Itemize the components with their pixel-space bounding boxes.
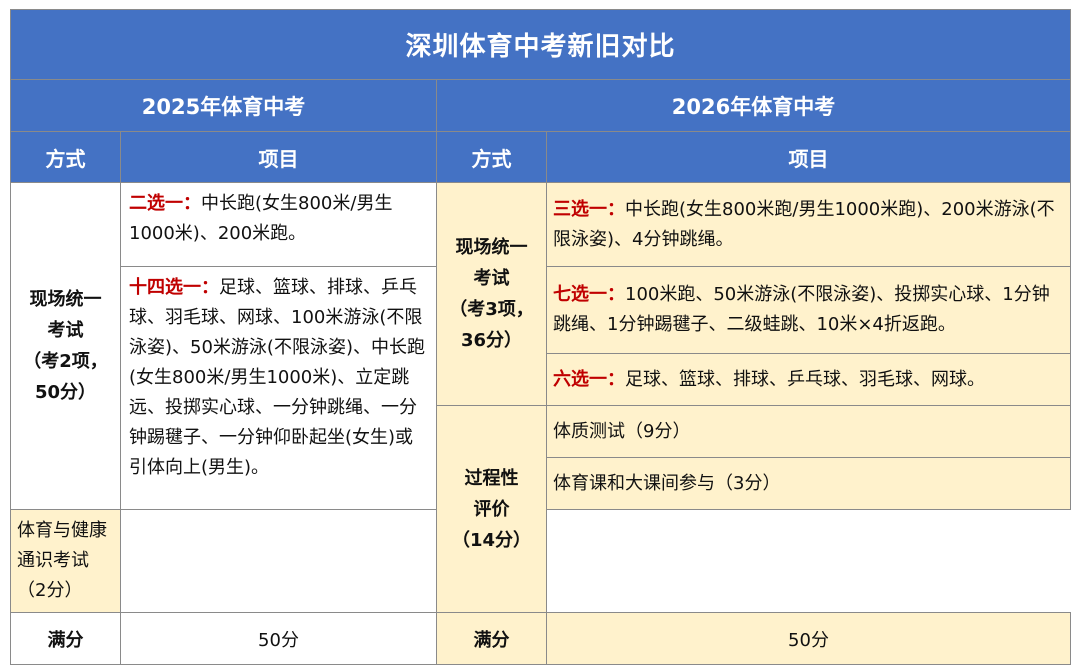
method-process-line: 过程性 [464,467,519,489]
method-process-line: 评价 [473,498,510,520]
method-2025-line: 考试 [47,320,84,341]
col-method-2026: 方式 [436,131,547,183]
group-2026-choose-7: 七选一：100米跑、50米游泳(不限泳姿)、投掷实心球、1分钟跳绳、1分钟踢毽子… [545,266,1072,354]
process-item: 体质测试（9分） [545,405,1072,458]
method-2026-onsite: 现场统一 考试 （考3项， 36分） [436,182,547,406]
full-score-value-2025: 50分 [120,612,437,665]
group-label: 六选一： [553,368,625,390]
group-text: 100米跑、50米游泳(不限泳姿)、投掷实心球、1分钟跳绳、1分钟踢毽子、二级蛙… [553,284,1050,335]
header-2026: 2026年体育中考 [435,79,1072,132]
group-2026-choose-6: 六选一：足球、篮球、排球、乒乓球、羽毛球、网球。 [545,353,1072,406]
group-text: 足球、篮球、排球、乒乓球、羽毛球、网球、100米游泳(不限泳姿)、50米游泳(不… [129,277,425,478]
method-2026-line: （考3项， [449,299,534,320]
header-2025: 2025年体育中考 [10,79,437,132]
group-label: 十四选一： [129,277,219,298]
process-item: 体育课和大课间参与（3分） [545,457,1072,510]
group-label: 三选一： [553,198,625,220]
method-2026-line: 考试 [473,268,510,289]
method-2025-line: 50分） [34,382,97,403]
table-title: 深圳体育中考新旧对比 [9,9,1072,80]
comparison-table-wrapper: 深圳体育中考新旧对比 2025年体育中考 2026年体育中考 方式 项目 方式 … [9,9,1072,665]
process-item: 体育与健康通识考试（2分） [10,509,121,613]
group-text: 中长跑(女生800米/男生1000米)、200米跑。 [129,193,393,244]
method-2026-process: 过程性 评价 （14分） [436,405,547,613]
group-2026-choose-3: 三选一：中长跑(女生800米跑/男生1000米跑)、200米游泳(不限泳姿)、4… [545,182,1072,267]
full-score-value-2026: 50分 [545,612,1072,665]
group-label: 七选一： [553,284,625,305]
method-2026-line: 36分） [460,330,523,351]
group-text: 中长跑(女生800米跑/男生1000米跑)、200米游泳(不限泳姿)、4分钟跳绳… [553,198,1055,250]
group-2025-choose-2: 二选一：中长跑(女生800米/男生1000米)、200米跑。 [120,182,437,267]
method-2025-onsite: 现场统一 考试 （考2项， 50分） [10,182,121,510]
comparison-table: 深圳体育中考新旧对比 2025年体育中考 2026年体育中考 方式 项目 方式 … [9,9,1072,665]
group-2025-choose-14: 十四选一：足球、篮球、排球、乒乓球、羽毛球、网球、100米游泳(不限泳姿)、50… [120,266,437,510]
method-2025-line: 现场统一 [29,289,102,310]
col-method-2025: 方式 [10,131,121,183]
group-label: 二选一： [129,193,201,214]
col-items-2025: 项目 [120,131,437,183]
method-2026-line: 现场统一 [455,237,528,258]
method-process-line: （14分） [451,529,532,551]
full-score-label-2026: 满分 [436,612,547,665]
group-text: 足球、篮球、排球、乒乓球、羽毛球、网球。 [625,368,985,390]
col-items-2026: 项目 [545,131,1072,183]
method-2025-line: （考2项， [23,351,108,372]
full-score-label-2025: 满分 [10,612,121,665]
